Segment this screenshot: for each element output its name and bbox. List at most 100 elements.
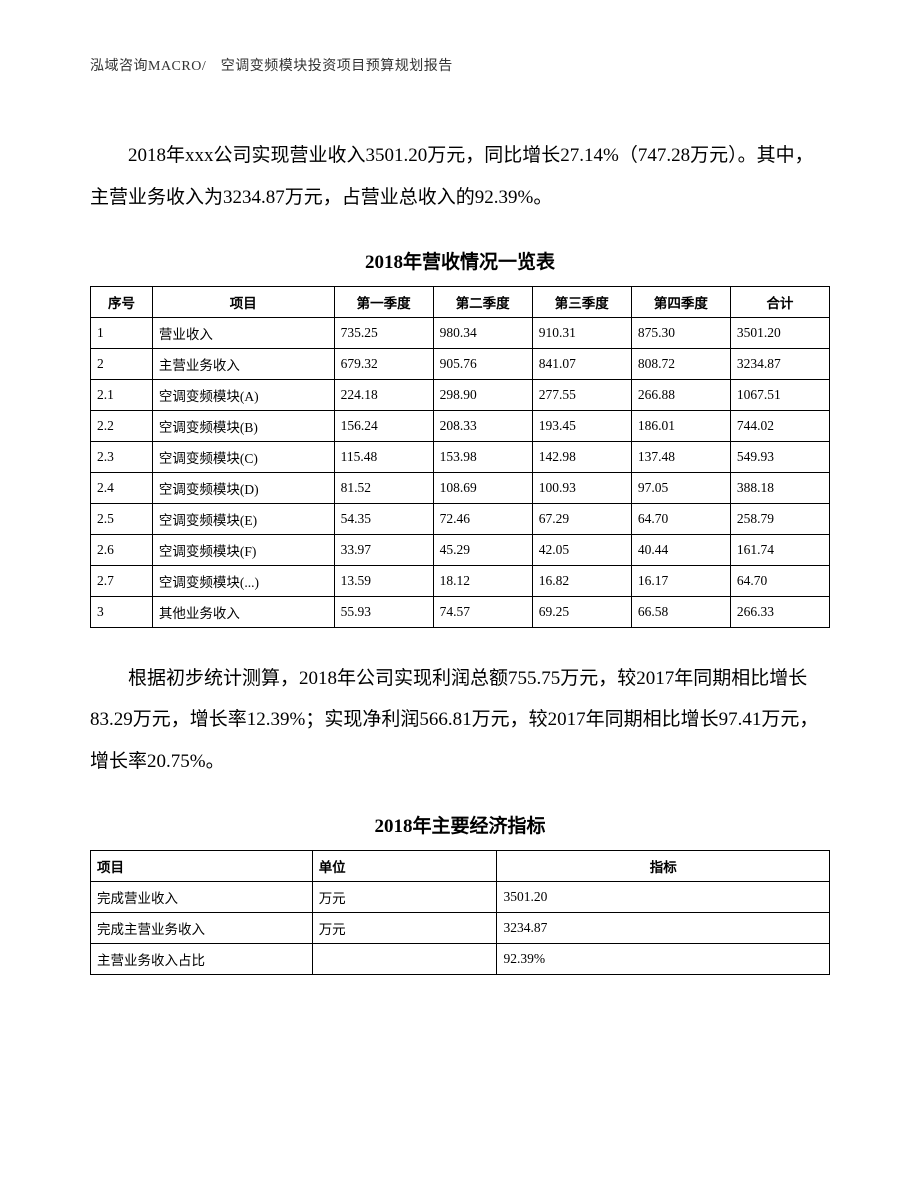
cell-q4: 97.05 [631, 472, 730, 503]
col-seq: 序号 [91, 286, 153, 317]
col-q4: 第四季度 [631, 286, 730, 317]
table2-title: 2018年主要经济指标 [90, 811, 830, 838]
col-item: 项目 [91, 850, 313, 881]
cell-seq: 2.3 [91, 441, 153, 472]
cell-q2: 153.98 [433, 441, 532, 472]
cell-seq: 2.7 [91, 565, 153, 596]
cell-item: 完成营业收入 [91, 881, 313, 912]
cell-q3: 910.31 [532, 317, 631, 348]
cell-q3: 142.98 [532, 441, 631, 472]
table-row: 2.5空调变频模块(E)54.3572.4667.2964.70258.79 [91, 503, 830, 534]
cell-item: 主营业务收入 [152, 348, 334, 379]
cell-seq: 2 [91, 348, 153, 379]
cell-q2: 74.57 [433, 596, 532, 627]
cell-q4: 266.88 [631, 379, 730, 410]
table-header-row: 项目 单位 指标 [91, 850, 830, 881]
table-row: 2.7空调变频模块(...)13.5918.1216.8216.1764.70 [91, 565, 830, 596]
table-row: 2.2空调变频模块(B)156.24208.33193.45186.01744.… [91, 410, 830, 441]
page-header: 泓域咨询MACRO/ 空调变频模块投资项目预算规划报告 [90, 55, 830, 75]
cell-q3: 841.07 [532, 348, 631, 379]
cell-q4: 40.44 [631, 534, 730, 565]
cell-q3: 277.55 [532, 379, 631, 410]
cell-total: 744.02 [730, 410, 829, 441]
cell-seq: 1 [91, 317, 153, 348]
cell-q3: 193.45 [532, 410, 631, 441]
cell-seq: 2.1 [91, 379, 153, 410]
table-row: 2主营业务收入679.32905.76841.07808.723234.87 [91, 348, 830, 379]
cell-q4: 66.58 [631, 596, 730, 627]
cell-q2: 72.46 [433, 503, 532, 534]
cell-q4: 137.48 [631, 441, 730, 472]
cell-indicator: 92.39% [497, 943, 830, 974]
revenue-table-head: 序号 项目 第一季度 第二季度 第三季度 第四季度 合计 [91, 286, 830, 317]
col-q1: 第一季度 [334, 286, 433, 317]
cell-item: 空调变频模块(F) [152, 534, 334, 565]
cell-item: 空调变频模块(B) [152, 410, 334, 441]
cell-total: 1067.51 [730, 379, 829, 410]
cell-seq: 2.4 [91, 472, 153, 503]
cell-q4: 808.72 [631, 348, 730, 379]
cell-q3: 100.93 [532, 472, 631, 503]
cell-q1: 224.18 [334, 379, 433, 410]
cell-unit: 万元 [312, 912, 497, 943]
cell-q2: 108.69 [433, 472, 532, 503]
cell-total: 549.93 [730, 441, 829, 472]
cell-indicator: 3234.87 [497, 912, 830, 943]
cell-item: 空调变频模块(E) [152, 503, 334, 534]
cell-seq: 2.5 [91, 503, 153, 534]
cell-item: 营业收入 [152, 317, 334, 348]
cell-total: 3234.87 [730, 348, 829, 379]
table-row: 1营业收入735.25980.34910.31875.303501.20 [91, 317, 830, 348]
cell-q4: 875.30 [631, 317, 730, 348]
cell-total: 161.74 [730, 534, 829, 565]
cell-seq: 2.6 [91, 534, 153, 565]
cell-total: 258.79 [730, 503, 829, 534]
cell-q3: 69.25 [532, 596, 631, 627]
table1-title: 2018年营收情况一览表 [90, 247, 830, 274]
table-row: 2.1空调变频模块(A)224.18298.90277.55266.881067… [91, 379, 830, 410]
indicators-table: 项目 单位 指标 完成营业收入万元3501.20 完成主营业务收入万元3234.… [90, 850, 830, 975]
cell-q2: 298.90 [433, 379, 532, 410]
cell-q1: 156.24 [334, 410, 433, 441]
cell-q1: 33.97 [334, 534, 433, 565]
cell-q1: 115.48 [334, 441, 433, 472]
document-page: 泓域咨询MACRO/ 空调变频模块投资项目预算规划报告 2018年xxx公司实现… [0, 0, 920, 1191]
cell-q1: 13.59 [334, 565, 433, 596]
table-row: 2.3空调变频模块(C)115.48153.98142.98137.48549.… [91, 441, 830, 472]
cell-item: 空调变频模块(D) [152, 472, 334, 503]
cell-item: 其他业务收入 [152, 596, 334, 627]
revenue-table-body: 1营业收入735.25980.34910.31875.303501.20 2主营… [91, 317, 830, 627]
col-unit: 单位 [312, 850, 497, 881]
cell-q1: 679.32 [334, 348, 433, 379]
table-row: 主营业务收入占比 92.39% [91, 943, 830, 974]
cell-q2: 980.34 [433, 317, 532, 348]
cell-seq: 2.2 [91, 410, 153, 441]
cell-q2: 208.33 [433, 410, 532, 441]
cell-q1: 55.93 [334, 596, 433, 627]
cell-item: 主营业务收入占比 [91, 943, 313, 974]
cell-indicator: 3501.20 [497, 881, 830, 912]
cell-q3: 42.05 [532, 534, 631, 565]
table-row: 完成主营业务收入万元3234.87 [91, 912, 830, 943]
table-row: 2.4空调变频模块(D)81.52108.69100.9397.05388.18 [91, 472, 830, 503]
cell-item: 空调变频模块(...) [152, 565, 334, 596]
cell-q2: 45.29 [433, 534, 532, 565]
cell-total: 388.18 [730, 472, 829, 503]
cell-q3: 16.82 [532, 565, 631, 596]
col-q2: 第二季度 [433, 286, 532, 317]
table-row: 3其他业务收入55.9374.5769.2566.58266.33 [91, 596, 830, 627]
indicators-table-body: 完成营业收入万元3501.20 完成主营业务收入万元3234.87 主营业务收入… [91, 881, 830, 974]
paragraph-revenue-summary: 2018年xxx公司实现营业收入3501.20万元，同比增长27.14%（747… [90, 135, 830, 219]
cell-unit: 万元 [312, 881, 497, 912]
cell-total: 64.70 [730, 565, 829, 596]
cell-unit [312, 943, 497, 974]
col-q3: 第三季度 [532, 286, 631, 317]
cell-q1: 54.35 [334, 503, 433, 534]
table-row: 2.6空调变频模块(F)33.9745.2942.0540.44161.74 [91, 534, 830, 565]
paragraph-profit-summary: 根据初步统计测算，2018年公司实现利润总额755.75万元，较2017年同期相… [90, 658, 830, 783]
cell-q2: 18.12 [433, 565, 532, 596]
cell-q4: 64.70 [631, 503, 730, 534]
cell-q4: 186.01 [631, 410, 730, 441]
cell-total: 266.33 [730, 596, 829, 627]
cell-q1: 81.52 [334, 472, 433, 503]
